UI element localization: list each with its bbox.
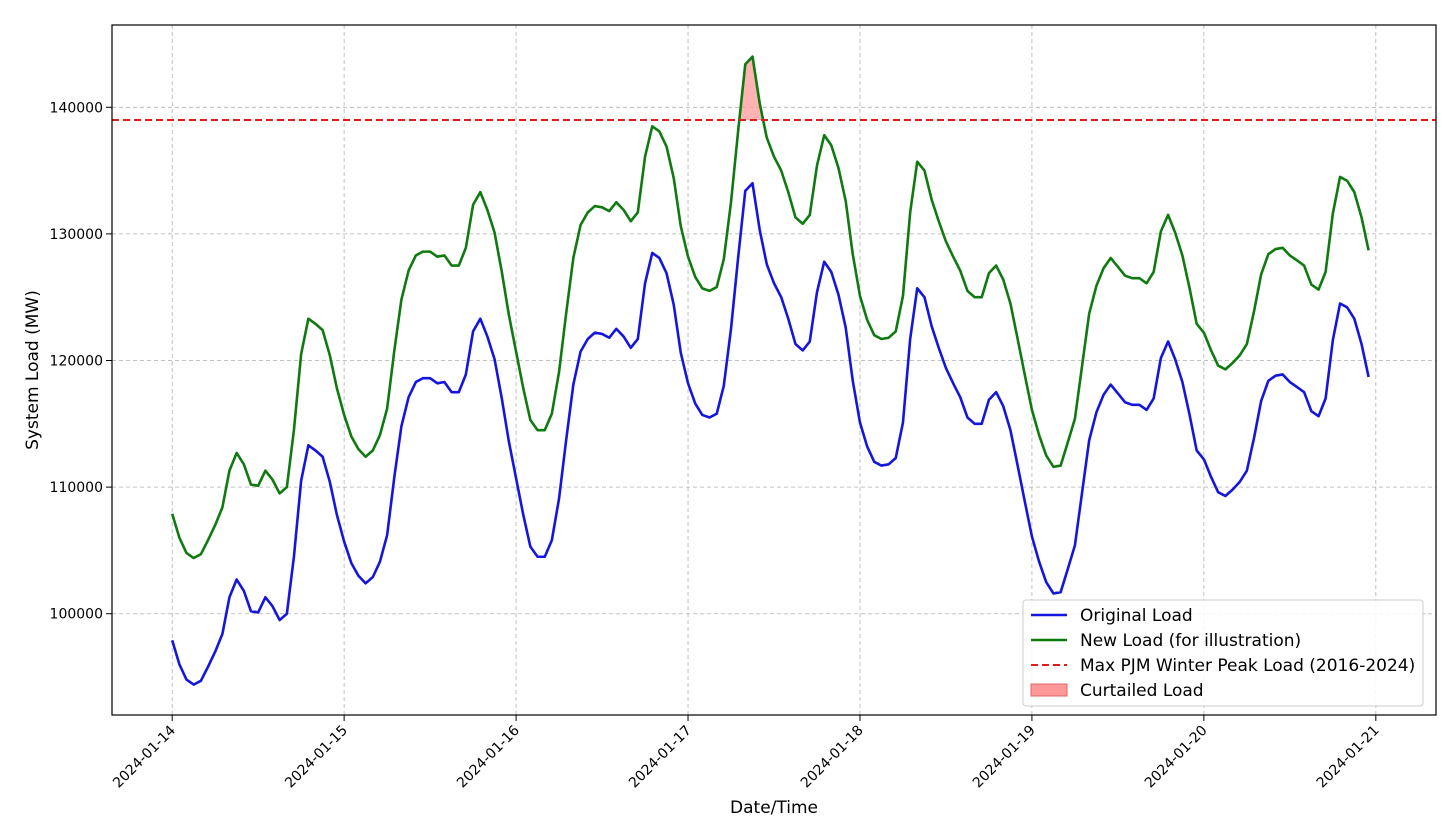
- series-line-new-load: [170, 55, 1370, 560]
- legend-label-peak-line: Max PJM Winter Peak Load (2016-2024): [1080, 656, 1415, 676]
- y-tick-label: 130000: [50, 227, 103, 243]
- series-lines: [170, 55, 1370, 686]
- y-tick-label: 140000: [50, 100, 103, 116]
- gridlines: [112, 25, 1436, 715]
- legend-label-original-load: Original Load: [1080, 606, 1193, 626]
- legend-label-curtailed: Curtailed Load: [1080, 681, 1204, 701]
- y-axis-label: System Load (MW): [23, 290, 43, 450]
- y-tick-label: 100000: [50, 607, 103, 623]
- series-line-original-load: [170, 181, 1370, 686]
- y-axis-ticks: 100000 110000 120000 130000 140000: [50, 100, 112, 623]
- plot-frame: [111, 24, 1437, 716]
- legend-label-new-load: New Load (for illustration): [1080, 631, 1301, 651]
- legend: Original Load New Load (for illustration…: [1022, 599, 1424, 707]
- y-tick-label: 110000: [50, 480, 103, 496]
- legend-swatch-curtailed: [1030, 683, 1068, 697]
- x-axis-label: Date/Time: [730, 798, 818, 818]
- y-tick-label: 120000: [50, 354, 103, 370]
- legend-box: [1022, 599, 1424, 707]
